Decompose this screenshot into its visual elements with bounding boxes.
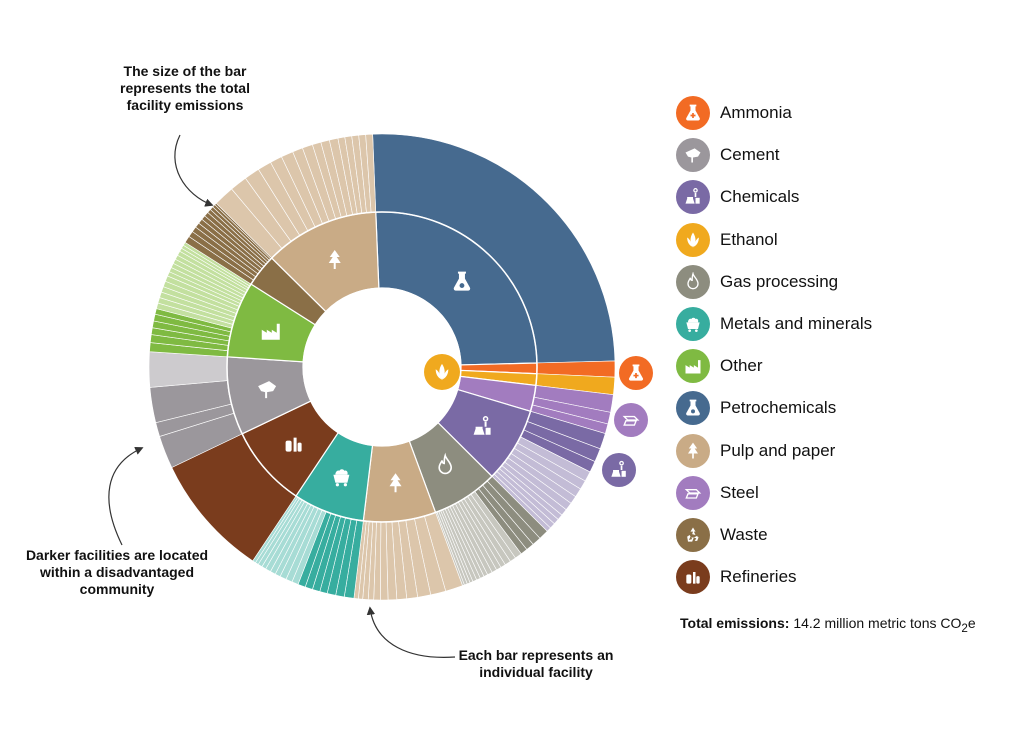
cement-icon <box>676 138 710 173</box>
minecart-icon <box>676 307 710 342</box>
minecart-icon <box>333 469 350 487</box>
corn-icon-glyph <box>435 363 449 381</box>
steel-beam-icon-glyph <box>622 415 640 426</box>
legend-item: Ethanol <box>676 219 1006 261</box>
legend-label: Cement <box>720 145 780 165</box>
legend-label: Other <box>720 356 763 376</box>
flame-icon <box>438 452 452 475</box>
flame-icon <box>676 264 710 299</box>
legend-label: Gas processing <box>720 271 839 291</box>
annotation-bar-size: The size of the bar represents the total… <box>120 63 250 113</box>
legend-item: Petrochemicals <box>676 387 1006 429</box>
steel-beam-icon <box>676 475 710 510</box>
chemicals-icon-glyph <box>611 460 626 477</box>
legend-label: Pulp and paper <box>720 440 836 460</box>
flask-plus-icon <box>619 356 653 390</box>
factory-icon <box>676 349 710 384</box>
legend-label: Ethanol <box>720 229 778 249</box>
center-hole <box>302 287 462 447</box>
ring-separator <box>226 211 538 523</box>
legend-item: Steel <box>676 472 1006 514</box>
legend-item: Metals and minerals <box>676 303 1006 345</box>
sector-ring <box>226 211 538 523</box>
legend-item: Ammonia <box>676 92 1006 134</box>
arrow-darker <box>108 446 144 546</box>
legend-item: Refineries <box>676 556 1006 598</box>
legend-label: Petrochemicals <box>720 398 837 418</box>
sector-icons <box>258 249 491 493</box>
legend-item: Waste <box>676 514 1006 556</box>
total-emissions: Total emissions: 14.2 million metric ton… <box>680 615 976 635</box>
legend-item: Other <box>676 345 1006 387</box>
chemicals-icon <box>473 416 491 435</box>
annotation-each-bar: Each bar represents an individual facili… <box>458 647 614 680</box>
legend-item: Chemicals <box>676 176 1006 218</box>
legend-item: Cement <box>676 134 1006 176</box>
legend-label: Waste <box>720 524 768 544</box>
legend-item: Pulp and paper <box>676 430 1006 472</box>
legend-label: Chemicals <box>720 187 800 207</box>
total-emissions-value: 14.2 million metric tons CO <box>793 615 962 631</box>
arrow-size <box>174 134 214 207</box>
ring-divider-lines <box>226 211 538 523</box>
legend-label: Steel <box>720 482 759 502</box>
chemicals-icon <box>602 453 636 487</box>
legend-label: Metals and minerals <box>720 314 873 334</box>
facility-ring <box>148 133 616 601</box>
recycle-icon <box>676 517 710 552</box>
total-emissions-suffix: e <box>967 615 976 631</box>
corn-icon <box>424 354 460 390</box>
legend: Ammonia Cement Chemicals Ethanol Gas process… <box>676 92 1006 598</box>
flask-icon <box>453 271 471 291</box>
legend-label: Refineries <box>720 567 797 587</box>
legend-label: Ammonia <box>720 103 792 123</box>
refinery-icon <box>285 437 302 452</box>
tree-icon <box>328 249 341 269</box>
corn-icon <box>676 222 710 257</box>
steel-beam-icon <box>614 403 648 437</box>
icon-circle <box>602 453 636 487</box>
total-emissions-label: Total emissions: <box>680 615 790 631</box>
flask-plus-icon <box>676 96 710 131</box>
flask-plus-icon-glyph <box>628 364 644 381</box>
tree-icon <box>676 433 710 468</box>
legend-item: Gas processing <box>676 261 1006 303</box>
outside-sector-icons <box>424 354 653 487</box>
cement-icon <box>258 381 277 399</box>
flask-icon <box>676 391 710 426</box>
arrow-each <box>366 606 456 658</box>
annotation-darker-facilities: Darker facilities are located within a d… <box>25 547 209 597</box>
tree-icon <box>389 473 402 493</box>
chemicals-icon <box>676 180 710 215</box>
factory-icon <box>261 323 280 340</box>
total-emissions-subscript: 2 <box>961 621 968 635</box>
refinery-icon <box>676 560 710 595</box>
